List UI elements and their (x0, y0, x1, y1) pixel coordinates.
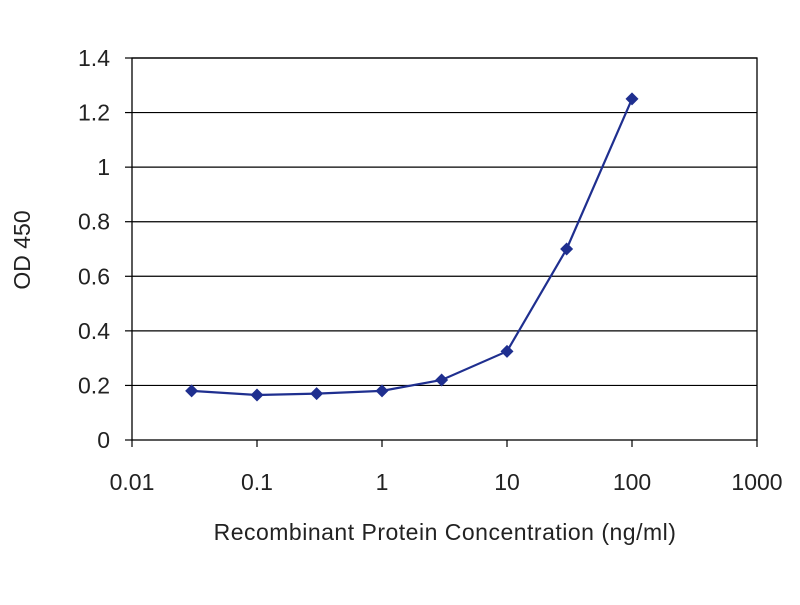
axes (125, 57, 758, 447)
data-point (310, 387, 324, 401)
x-tick-label: 1000 (731, 469, 782, 495)
data-point (625, 92, 639, 106)
data-point (250, 388, 264, 402)
data-point (500, 344, 514, 358)
plot-area-border (131, 57, 758, 441)
tick-labels: 0 0.2 0.4 0.6 0.8 1 1.2 1.4 0.01 0.1 1 10 100 1000 (78, 45, 783, 495)
y-tick-label: 0.4 (78, 318, 110, 344)
series (185, 92, 639, 402)
y-tick-label: 0.8 (78, 209, 110, 235)
y-tick-label: 1.2 (78, 100, 110, 126)
data-point (375, 384, 389, 398)
data-point (560, 242, 574, 256)
y-axis-label: OD 450 (9, 210, 35, 289)
y-tick-label: 0.2 (78, 372, 110, 398)
y-tick-label: 1.4 (78, 45, 110, 71)
x-tick-label: 0.1 (241, 469, 273, 495)
y-tick-label: 0 (97, 427, 110, 453)
gridlines (132, 57, 757, 387)
series-line (191, 98, 634, 397)
data-point (435, 373, 449, 387)
x-tick-label: 10 (494, 469, 520, 495)
y-tick-label: 1 (97, 154, 110, 180)
x-axis-label: Recombinant Protein Concentration (ng/ml… (214, 519, 677, 545)
x-tick-label: 1 (376, 469, 389, 495)
x-tick-label: 0.01 (110, 469, 155, 495)
data-point (185, 384, 199, 398)
y-tick-label: 0.6 (78, 263, 110, 289)
x-tick-label: 100 (613, 469, 651, 495)
